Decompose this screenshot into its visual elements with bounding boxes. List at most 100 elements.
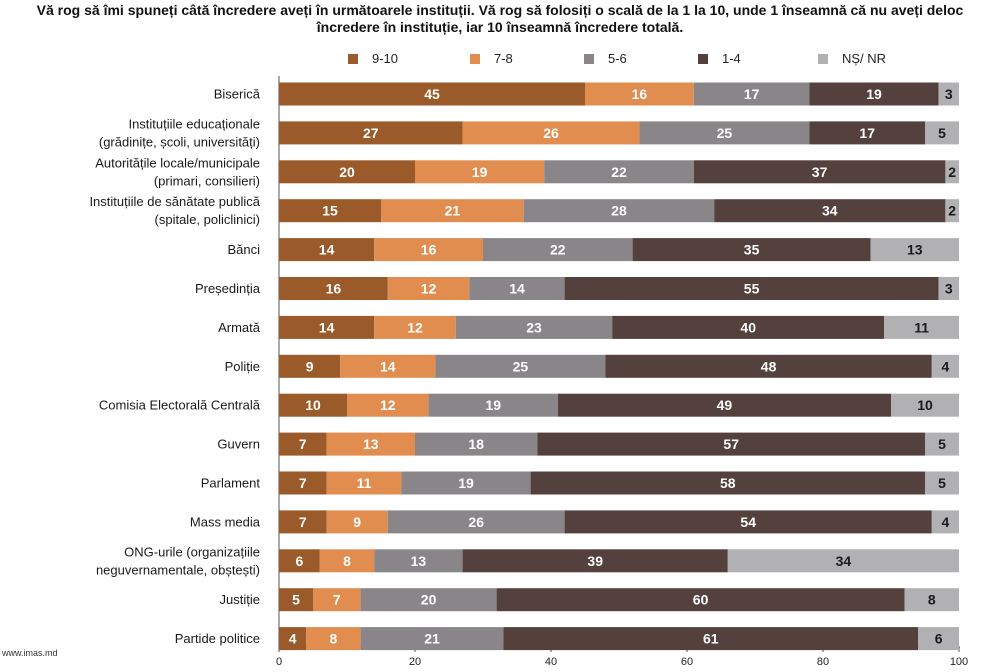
bar-segment-5-6-0 <box>693 82 810 106</box>
bar-segment-7-8-11 <box>326 510 388 534</box>
category-label-7: Poliție <box>225 359 260 374</box>
bar-segment-ns-nr-11 <box>931 510 959 534</box>
bar-segment-1-4-0 <box>809 82 939 106</box>
data-label-9-10-7: 9 <box>306 358 314 374</box>
data-label-ns-nr-11: 4 <box>942 514 950 530</box>
bar-segment-ns-nr-0 <box>938 82 959 106</box>
bar-segment-9-10-1 <box>279 121 463 145</box>
data-label-ns-nr-9: 5 <box>938 436 946 452</box>
data-label-7-8-14: 8 <box>330 631 338 647</box>
bar-segment-ns-nr-12 <box>727 549 959 573</box>
bar-segment-9-10-4 <box>279 238 375 262</box>
bar-segment-9-10-9 <box>279 432 327 456</box>
category-label-0: Biserică <box>214 87 261 102</box>
source-label: www.imas.md <box>2 648 58 658</box>
bar-segment-5-6-1 <box>639 121 810 145</box>
bar-segment-5-6-2 <box>544 160 694 184</box>
bar-segment-ns-nr-1 <box>925 121 959 145</box>
bar-segment-1-4-12 <box>462 549 728 573</box>
data-label-1-4-4: 35 <box>744 242 760 258</box>
category-label-9: Guvern <box>217 437 260 452</box>
data-label-5-6-7: 25 <box>513 358 529 374</box>
data-label-7-8-13: 7 <box>333 592 341 608</box>
data-label-5-6-12: 13 <box>411 553 427 569</box>
bar-segment-9-10-10 <box>279 471 327 495</box>
data-label-5-6-1: 25 <box>717 125 733 141</box>
data-label-ns-nr-14: 6 <box>935 631 943 647</box>
data-label-1-4-13: 60 <box>693 592 709 608</box>
chart-title-line-1: Vă rog să îmi spuneți câtă încredere ave… <box>36 2 964 18</box>
data-label-5-6-5: 14 <box>509 281 525 297</box>
bar-segment-ns-nr-9 <box>925 432 959 456</box>
bar-segment-7-8-3 <box>381 199 524 223</box>
bar-segment-1-4-10 <box>530 471 925 495</box>
data-label-9-10-3: 15 <box>322 203 338 219</box>
bar-segment-7-8-4 <box>374 238 483 262</box>
data-label-9-10-8: 10 <box>305 397 321 413</box>
data-label-1-4-14: 61 <box>703 631 719 647</box>
bar-segment-9-10-6 <box>279 315 375 339</box>
category-label-5: Președinția <box>195 281 261 296</box>
chart-title: Vă rog să îmi spuneți câtă încredere ave… <box>0 2 1000 36</box>
bar-segment-9-10-2 <box>279 160 415 184</box>
category-label-4: Bănci <box>227 242 260 257</box>
bar-segment-1-4-2 <box>693 160 946 184</box>
bar-segment-ns-nr-8 <box>891 393 959 417</box>
legend-swatch-ns-nr <box>818 53 828 64</box>
x-tick-label-20: 20 <box>409 656 421 668</box>
data-label-ns-nr-8: 10 <box>917 397 933 413</box>
data-label-5-6-9: 18 <box>468 436 484 452</box>
bar-segment-1-4-5 <box>564 277 939 300</box>
data-label-9-10-4: 14 <box>319 242 335 258</box>
bar-segment-7-8-10 <box>326 471 402 495</box>
bar-segment-9-10-5 <box>279 277 388 300</box>
bar-segment-1-4-6 <box>612 315 885 339</box>
bar-segment-5-6-5 <box>469 277 565 300</box>
bar-segment-ns-nr-3 <box>945 199 959 223</box>
data-label-7-8-4: 16 <box>421 242 437 258</box>
bar-segment-7-8-2 <box>415 160 545 184</box>
data-label-5-6-4: 22 <box>550 242 566 258</box>
data-label-9-10-13: 5 <box>292 592 300 608</box>
bar-segment-9-10-3 <box>279 199 381 223</box>
legend-label-ns-nr: NȘ/ NR <box>842 51 887 66</box>
bar-segment-7-8-14 <box>306 627 361 651</box>
data-label-7-8-11: 9 <box>353 514 361 530</box>
legend-swatch-1-4 <box>698 53 708 64</box>
category-label-12: ONG-urile (organizațiile neguvernamentale… <box>96 544 260 577</box>
category-label-10: Parlament <box>201 476 261 491</box>
bar-segment-5-6-3 <box>523 199 715 223</box>
data-label-9-10-11: 7 <box>299 514 307 530</box>
data-label-7-8-0: 16 <box>632 86 648 102</box>
data-label-7-8-8: 12 <box>380 397 396 413</box>
bar-segment-1-4-1 <box>809 121 925 145</box>
category-label-6: Armată <box>218 320 261 335</box>
bar-segment-ns-nr-7 <box>931 354 959 378</box>
data-label-ns-nr-10: 5 <box>938 475 946 491</box>
data-label-7-8-5: 12 <box>421 281 437 297</box>
data-label-9-10-10: 7 <box>299 475 307 491</box>
bar-segment-9-10-7 <box>279 354 341 378</box>
bar-segment-9-10-0 <box>279 82 585 106</box>
bar-segment-1-4-14 <box>503 627 919 651</box>
bar-segment-1-4-3 <box>714 199 946 223</box>
data-label-9-10-0: 45 <box>424 86 440 102</box>
data-label-ns-nr-6: 11 <box>914 319 929 335</box>
x-tick-label-40: 40 <box>545 656 557 668</box>
category-label-13: Justiție <box>220 592 260 607</box>
x-tick-label-100: 100 <box>950 656 968 668</box>
data-label-1-4-10: 58 <box>720 475 736 491</box>
category-label-14: Partide politice <box>175 631 260 646</box>
data-label-1-4-1: 17 <box>859 125 875 141</box>
legend-label-9-10: 9-10 <box>372 51 399 66</box>
legend-item-7-8: 7-8 <box>470 51 513 66</box>
bar-segment-5-6-14 <box>360 627 504 651</box>
bar-segment-1-4-9 <box>537 432 925 456</box>
bar-segment-7-8-12 <box>319 549 375 573</box>
bar-segment-7-8-1 <box>462 121 640 145</box>
legend-swatch-7-8 <box>470 53 480 64</box>
data-label-7-8-10: 11 <box>357 475 372 491</box>
bar-segment-5-6-13 <box>360 588 497 612</box>
data-label-1-4-6: 40 <box>740 319 756 335</box>
data-label-1-4-5: 55 <box>744 281 760 297</box>
